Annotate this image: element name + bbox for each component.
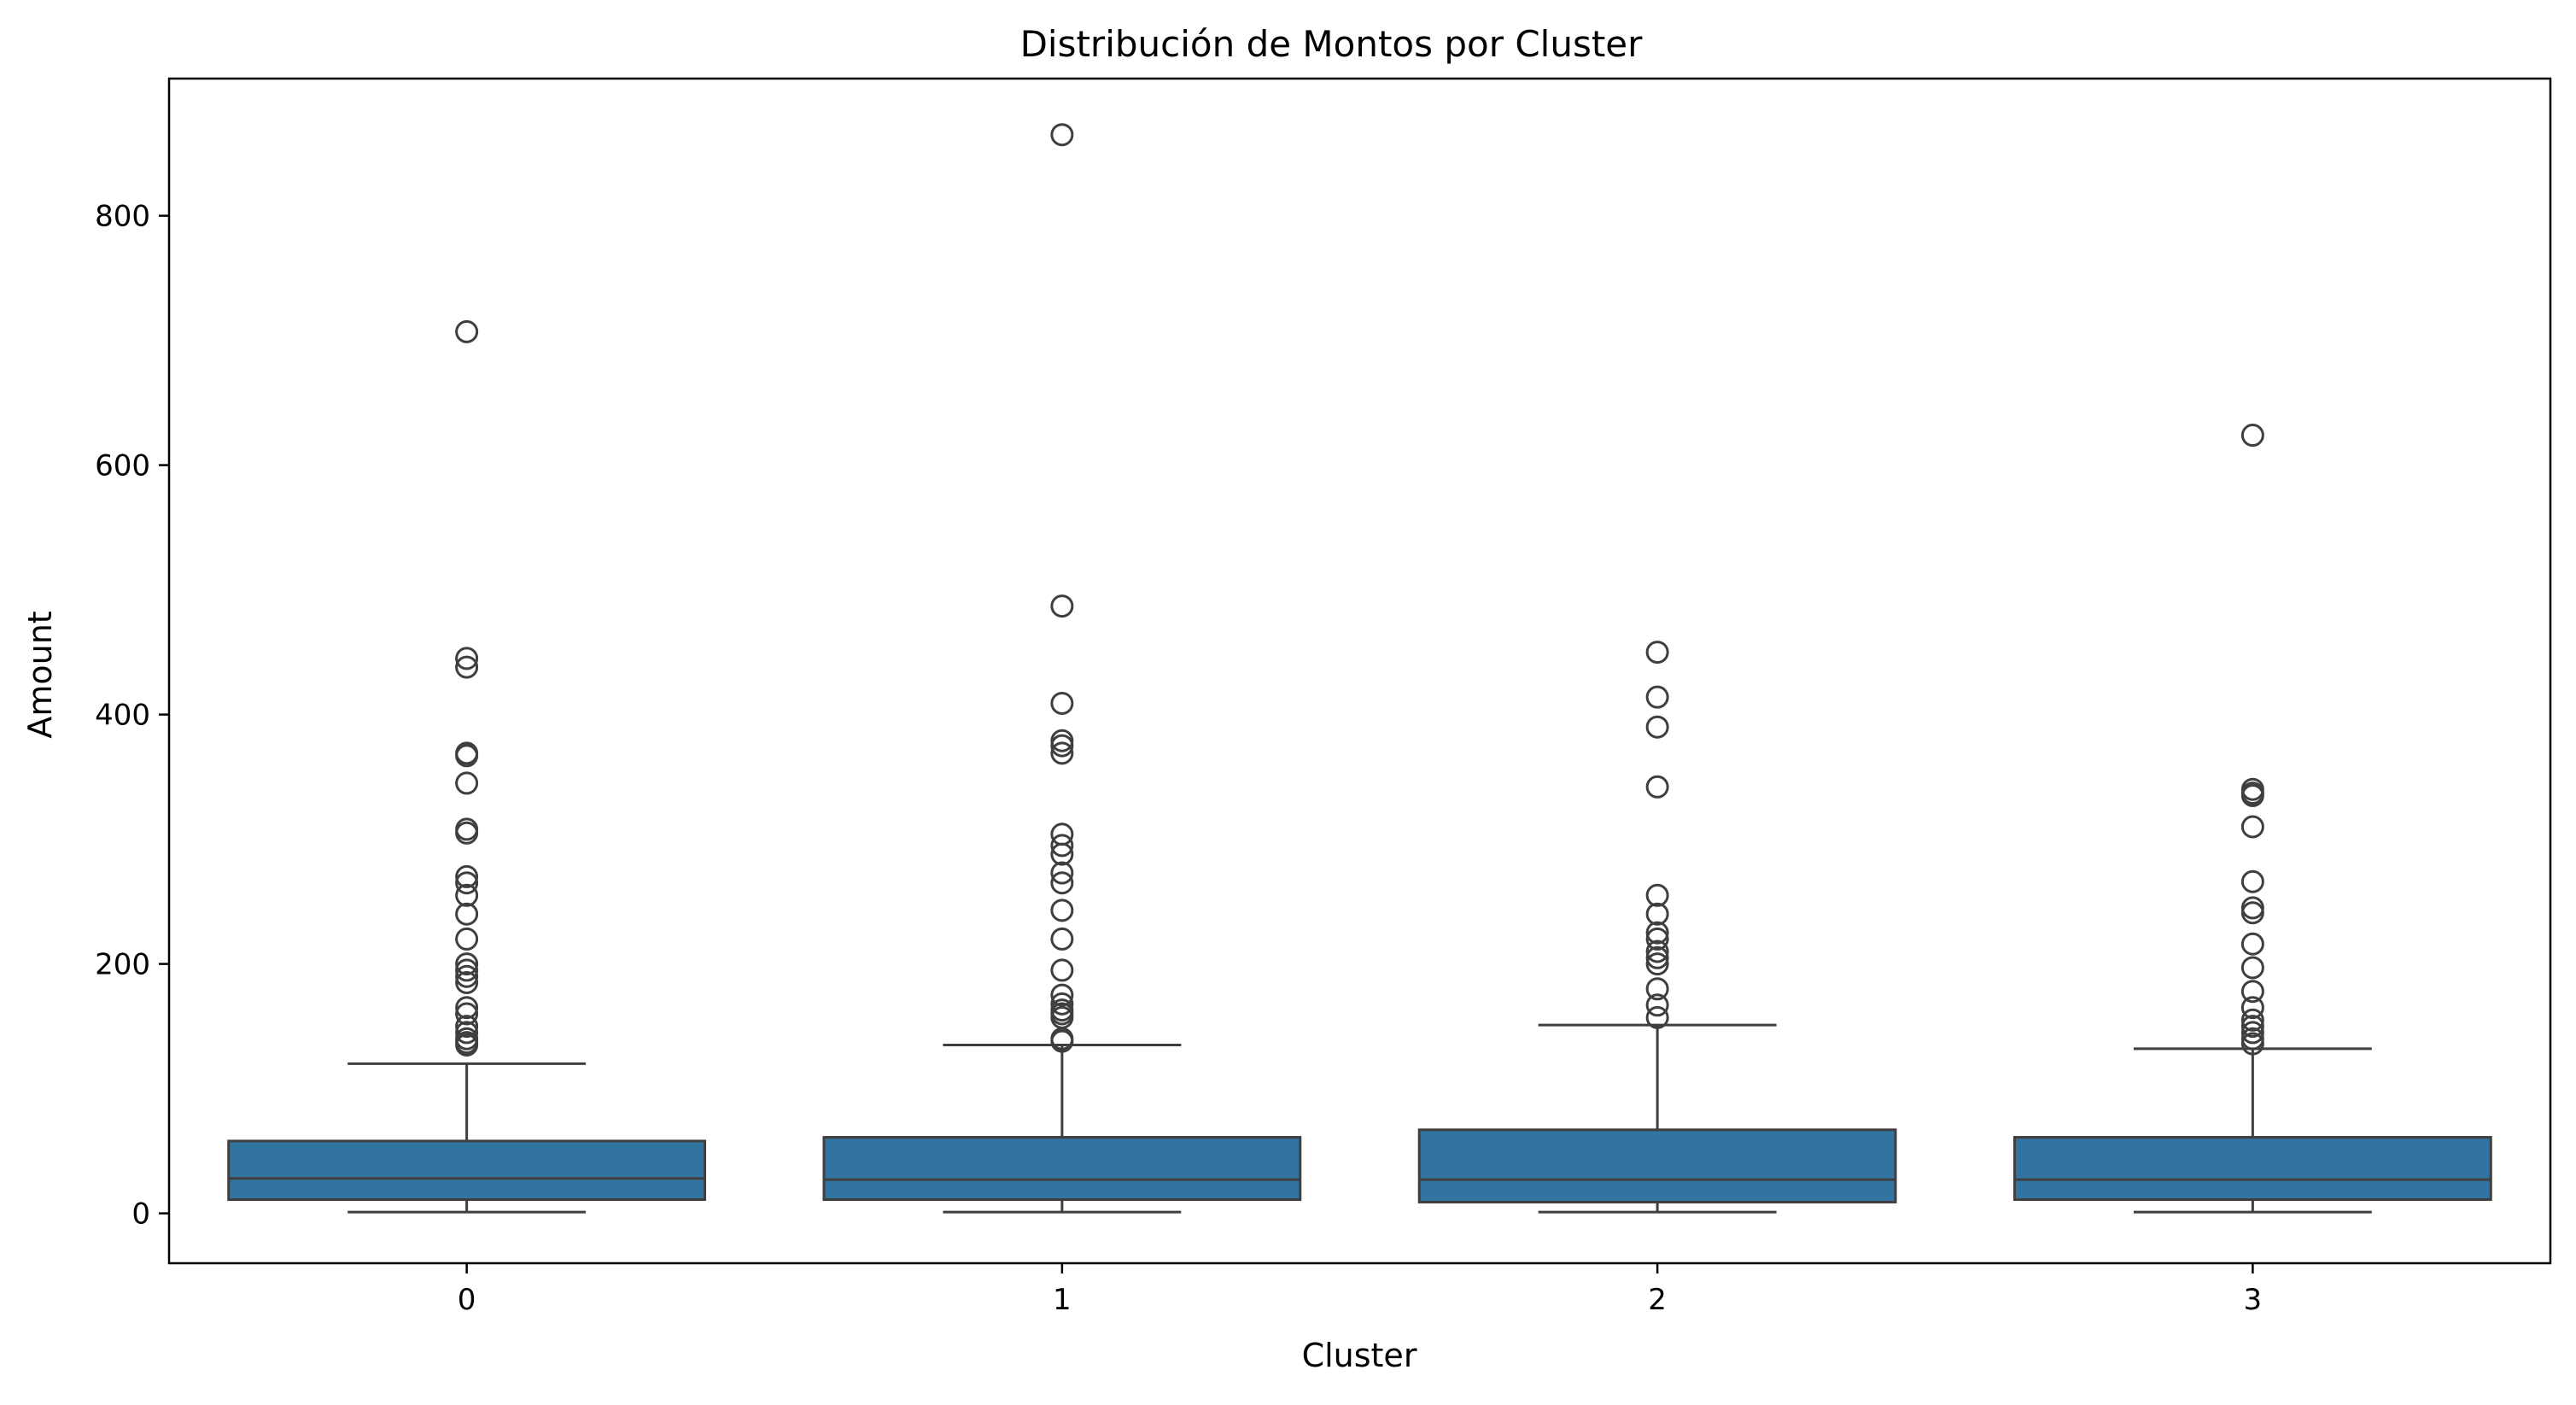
plot-frame [167,77,2552,1265]
outlier-point [1050,927,1074,951]
outlier-point [2240,869,2264,893]
outlier-point [2240,1008,2264,1032]
outlier-point [1050,861,1074,885]
outlier-point [1050,691,1074,715]
box-group-cluster-1 [822,123,1302,1214]
x-tick-label: 0 [458,1283,476,1317]
outlier-point [2240,1015,2264,1039]
outlier-point [1645,715,1669,739]
y-tick-label: 200 [95,948,150,982]
x-tick-label: 3 [2244,1283,2263,1317]
outlier-point [455,821,479,845]
outlier-point [1050,734,1074,758]
box-group-cluster-2 [1417,641,1897,1214]
x-tick-label: 2 [1648,1283,1667,1317]
outlier-point [1050,123,1074,147]
plot-area [227,123,2492,1214]
outlier-point [455,319,479,343]
outlier-point [455,1002,479,1026]
outlier-point [2240,815,2264,839]
outlier-point [455,958,479,982]
y-axis-label: Amount [21,611,59,738]
y-tick-label: 0 [131,1197,150,1232]
outlier-point [455,1021,479,1045]
outlier-point [455,952,479,976]
outlier-point [2240,980,2264,1004]
outlier-point [455,744,479,768]
outlier-point [455,902,479,926]
outlier-point [1050,741,1074,765]
iqr-box [1417,1128,1897,1203]
outlier-point [455,771,479,795]
outlier-point [1645,685,1669,709]
outlier-point [2240,896,2264,920]
x-tick-label: 1 [1053,1283,1072,1317]
outlier-point [455,996,479,1020]
outlier-point [455,1033,479,1057]
outlier-point [1645,883,1669,907]
outlier-point [2240,901,2264,925]
outlier-point [455,971,479,994]
outlier-point [1050,992,1074,1016]
outlier-point [1050,842,1074,866]
y-tick-label: 400 [95,699,150,733]
outlier-point [1050,834,1074,858]
outlier-point [1645,940,1669,963]
iqr-box [227,1139,707,1202]
chart-title: Distribución de Montos por Cluster [1020,23,1644,65]
x-axis-label: Cluster [1302,1337,1417,1374]
box-group-cluster-3 [2012,424,2492,1214]
outlier-point [1050,594,1074,618]
outlier-point [1645,1005,1669,1029]
outlier-point [2240,956,2264,980]
outlier-point [455,647,479,670]
outlier-point [1645,952,1669,976]
y-tick-label: 600 [95,449,150,483]
outlier-point [1645,977,1669,1001]
outlier-point [1050,958,1074,982]
outlier-point [1050,983,1074,1007]
outlier-point [2240,1021,2264,1045]
outlier-point [2240,996,2264,1020]
outlier-point [1050,1029,1074,1053]
outlier-point [1645,921,1669,945]
iqr-box [822,1136,1302,1202]
outlier-point [455,871,479,895]
outlier-point [455,864,479,888]
outlier-point [455,927,479,951]
outlier-point [1645,902,1669,926]
outlier-point [455,1015,479,1039]
outlier-point [2240,784,2264,807]
outlier-point [1645,945,1669,969]
outlier-point [1050,899,1074,922]
iqr-box [2012,1136,2492,1202]
outlier-point [1050,729,1074,752]
outlier-point [455,655,479,679]
axes: 0 200 400 600 800 0 1 2 3 [95,77,2552,1317]
outlier-point [455,883,479,907]
box-group-cluster-0 [227,319,707,1214]
outlier-point [1645,993,1669,1017]
outlier-point [1050,871,1074,895]
y-tick-label: 800 [95,200,150,234]
outlier-point [2240,932,2264,956]
outlier-point [1645,775,1669,799]
outlier-point [1645,927,1669,951]
outlier-point [2240,1032,2264,1056]
outlier-point [1645,641,1669,664]
outlier-point [2240,424,2264,448]
outlier-point [455,964,479,988]
